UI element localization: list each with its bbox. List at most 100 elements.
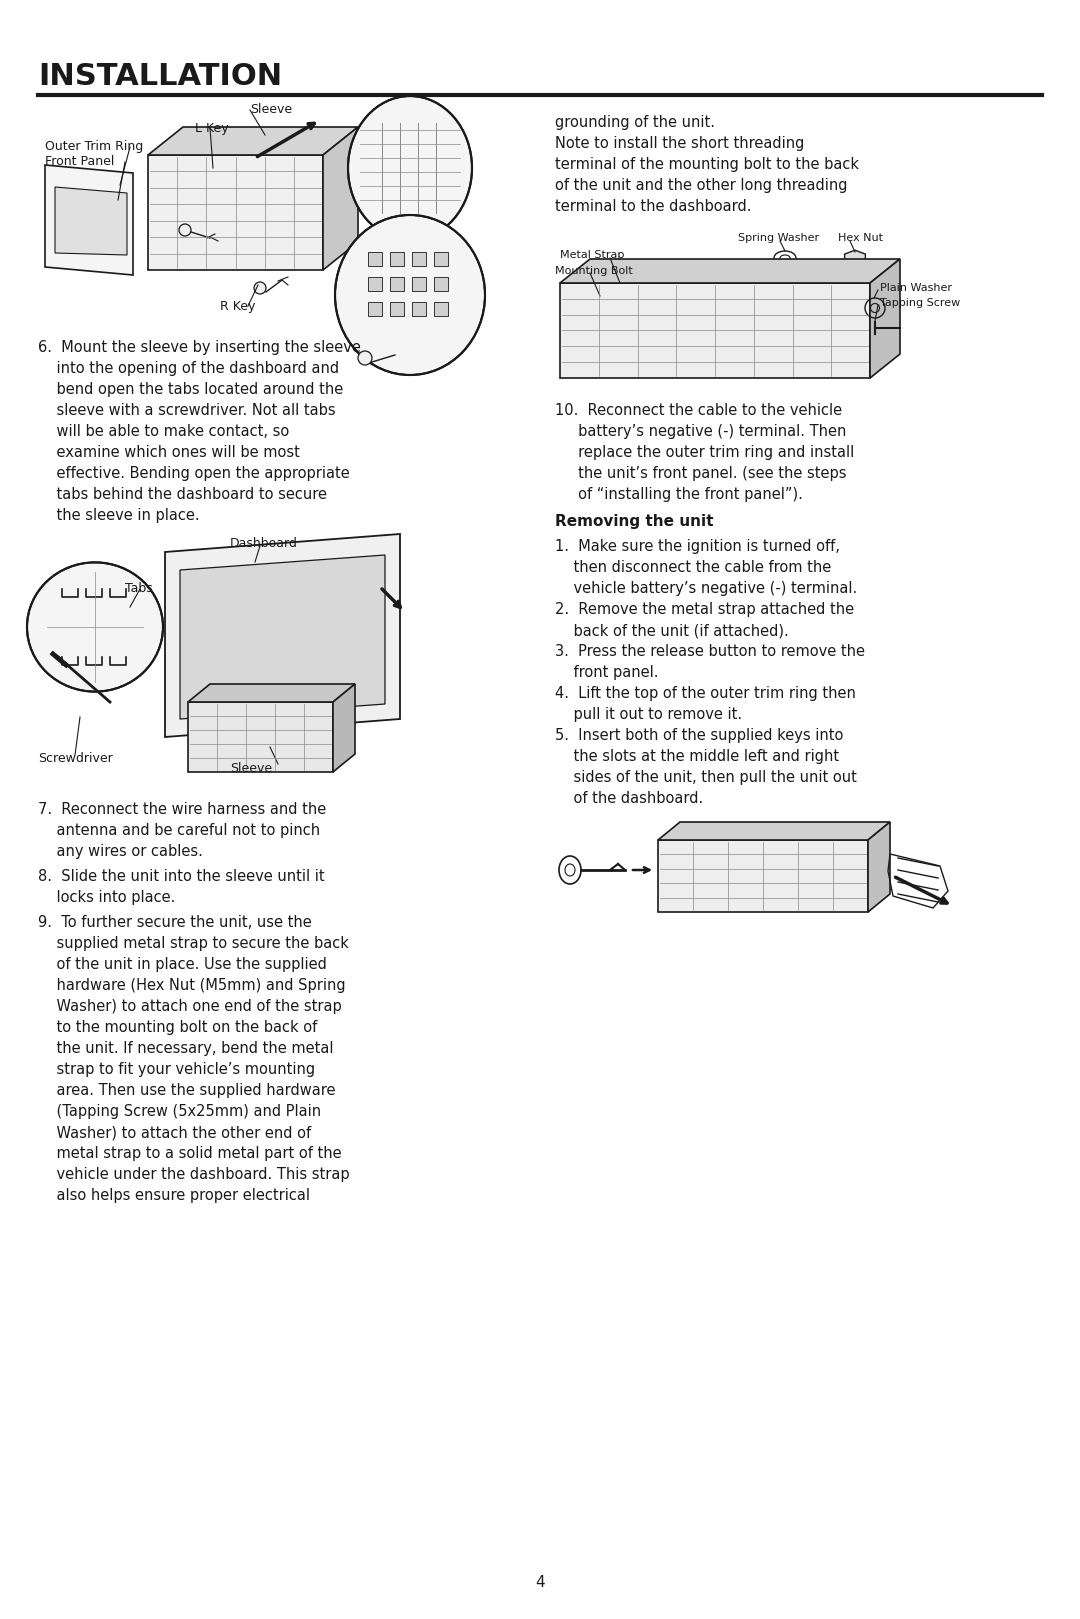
Text: sleeve with a screwdriver. Not all tabs: sleeve with a screwdriver. Not all tabs xyxy=(38,403,336,418)
Text: Tapping Screw: Tapping Screw xyxy=(880,298,960,308)
Text: pull it out to remove it.: pull it out to remove it. xyxy=(555,708,742,722)
Text: area. Then use the supplied hardware: area. Then use the supplied hardware xyxy=(38,1083,336,1098)
Polygon shape xyxy=(870,259,900,377)
Text: (Tapping Screw (5x25mm) and Plain: (Tapping Screw (5x25mm) and Plain xyxy=(38,1104,321,1119)
Text: Removing the unit: Removing the unit xyxy=(555,513,714,529)
Text: 6.  Mount the sleeve by inserting the sleeve: 6. Mount the sleeve by inserting the sle… xyxy=(38,340,361,355)
Text: any wires or cables.: any wires or cables. xyxy=(38,843,203,860)
Text: battery’s negative (-) terminal. Then: battery’s negative (-) terminal. Then xyxy=(555,424,847,439)
Ellipse shape xyxy=(335,215,485,376)
Text: Mounting Bolt: Mounting Bolt xyxy=(555,266,633,275)
Text: Washer) to attach one end of the strap: Washer) to attach one end of the strap xyxy=(38,999,341,1013)
Text: effective. Bending open the appropriate: effective. Bending open the appropriate xyxy=(38,466,350,481)
Ellipse shape xyxy=(357,351,372,364)
Text: Sleeve: Sleeve xyxy=(249,104,292,117)
Polygon shape xyxy=(323,126,357,270)
Bar xyxy=(368,277,382,291)
Text: the sleeve in place.: the sleeve in place. xyxy=(38,508,200,523)
Text: 4: 4 xyxy=(536,1575,544,1590)
Text: Sleeve: Sleeve xyxy=(230,763,272,776)
Text: Hex Nut: Hex Nut xyxy=(838,233,883,243)
Text: strap to fit your vehicle’s mounting: strap to fit your vehicle’s mounting xyxy=(38,1062,315,1077)
Text: Screwdriver: Screwdriver xyxy=(38,751,112,766)
Text: locks into place.: locks into place. xyxy=(38,890,175,905)
Text: Dashboard: Dashboard xyxy=(230,538,298,550)
Text: examine which ones will be most: examine which ones will be most xyxy=(38,445,300,460)
Text: 8.  Slide the unit into the sleeve until it: 8. Slide the unit into the sleeve until … xyxy=(38,869,325,884)
Text: of the dashboard.: of the dashboard. xyxy=(555,792,703,806)
Polygon shape xyxy=(45,165,133,275)
Polygon shape xyxy=(561,259,900,283)
Ellipse shape xyxy=(179,223,191,236)
Text: Washer) to attach the other end of: Washer) to attach the other end of xyxy=(38,1125,311,1140)
Bar xyxy=(434,277,448,291)
Text: Note to install the short threading: Note to install the short threading xyxy=(555,136,805,151)
Text: the unit’s front panel. (see the steps: the unit’s front panel. (see the steps xyxy=(555,466,847,481)
Text: 5.  Insert both of the supplied keys into: 5. Insert both of the supplied keys into xyxy=(555,729,843,743)
Bar xyxy=(390,253,404,266)
Bar xyxy=(434,253,448,266)
Text: of “installing the front panel”).: of “installing the front panel”). xyxy=(555,487,802,502)
Ellipse shape xyxy=(254,282,266,295)
Ellipse shape xyxy=(565,865,575,876)
Text: bend open the tabs located around the: bend open the tabs located around the xyxy=(38,382,343,397)
Bar xyxy=(390,303,404,316)
Bar xyxy=(390,277,404,291)
Text: INSTALLATION: INSTALLATION xyxy=(38,62,282,91)
Text: Metal Strap: Metal Strap xyxy=(561,249,624,261)
Bar xyxy=(434,303,448,316)
Polygon shape xyxy=(658,840,868,911)
Text: 4.  Lift the top of the outer trim ring then: 4. Lift the top of the outer trim ring t… xyxy=(555,686,855,701)
Polygon shape xyxy=(333,683,355,772)
Ellipse shape xyxy=(348,96,472,240)
Text: into the opening of the dashboard and: into the opening of the dashboard and xyxy=(38,361,339,376)
Text: Plain Washer: Plain Washer xyxy=(880,283,951,293)
Text: Front Panel: Front Panel xyxy=(45,155,114,168)
Polygon shape xyxy=(148,126,357,155)
Text: terminal to the dashboard.: terminal to the dashboard. xyxy=(555,199,752,214)
Text: then disconnect the cable from the: then disconnect the cable from the xyxy=(555,560,832,575)
Text: to the mounting bolt on the back of: to the mounting bolt on the back of xyxy=(38,1020,318,1035)
Text: supplied metal strap to secure the back: supplied metal strap to secure the back xyxy=(38,936,349,950)
Text: metal strap to a solid metal part of the: metal strap to a solid metal part of the xyxy=(38,1146,341,1161)
Text: also helps ensure proper electrical: also helps ensure proper electrical xyxy=(38,1188,310,1203)
Text: 3.  Press the release button to remove the: 3. Press the release button to remove th… xyxy=(555,644,865,659)
Text: the slots at the middle left and right: the slots at the middle left and right xyxy=(555,750,839,764)
Text: 7.  Reconnect the wire harness and the: 7. Reconnect the wire harness and the xyxy=(38,801,326,818)
Text: vehicle battery’s negative (-) terminal.: vehicle battery’s negative (-) terminal. xyxy=(555,581,858,596)
Polygon shape xyxy=(868,822,890,911)
Text: Spring Washer: Spring Washer xyxy=(738,233,819,243)
Polygon shape xyxy=(188,683,355,703)
Polygon shape xyxy=(561,283,870,377)
Text: 1.  Make sure the ignition is turned off,: 1. Make sure the ignition is turned off, xyxy=(555,539,840,554)
Bar xyxy=(368,253,382,266)
Text: L Key: L Key xyxy=(195,121,229,134)
Text: terminal of the mounting bolt to the back: terminal of the mounting bolt to the bac… xyxy=(555,157,859,172)
Text: will be able to make contact, so: will be able to make contact, so xyxy=(38,424,289,439)
Text: Outer Trim Ring: Outer Trim Ring xyxy=(45,139,144,154)
Bar xyxy=(411,253,426,266)
Text: sides of the unit, then pull the unit out: sides of the unit, then pull the unit ou… xyxy=(555,771,856,785)
Text: hardware (Hex Nut (M5mm) and Spring: hardware (Hex Nut (M5mm) and Spring xyxy=(38,978,346,992)
Text: back of the unit (if attached).: back of the unit (if attached). xyxy=(555,623,788,638)
Text: vehicle under the dashboard. This strap: vehicle under the dashboard. This strap xyxy=(38,1167,350,1182)
Polygon shape xyxy=(188,703,333,772)
Text: R Key: R Key xyxy=(220,300,255,312)
Text: replace the outer trim ring and install: replace the outer trim ring and install xyxy=(555,445,854,460)
Bar xyxy=(411,277,426,291)
Text: grounding of the unit.: grounding of the unit. xyxy=(555,115,715,130)
Text: of the unit in place. Use the supplied: of the unit in place. Use the supplied xyxy=(38,957,327,971)
Text: 9.  To further secure the unit, use the: 9. To further secure the unit, use the xyxy=(38,915,312,929)
Bar xyxy=(411,303,426,316)
Polygon shape xyxy=(658,822,890,840)
Text: tabs behind the dashboard to secure: tabs behind the dashboard to secure xyxy=(38,487,327,502)
Text: Tabs: Tabs xyxy=(125,581,152,596)
Text: antenna and be careful not to pinch: antenna and be careful not to pinch xyxy=(38,822,320,839)
Polygon shape xyxy=(180,555,384,719)
Ellipse shape xyxy=(27,562,163,691)
Text: the unit. If necessary, bend the metal: the unit. If necessary, bend the metal xyxy=(38,1041,334,1056)
Text: 10.  Reconnect the cable to the vehicle: 10. Reconnect the cable to the vehicle xyxy=(555,403,842,418)
Text: front panel.: front panel. xyxy=(555,665,659,680)
Polygon shape xyxy=(55,188,127,256)
Text: of the unit and the other long threading: of the unit and the other long threading xyxy=(555,178,848,193)
